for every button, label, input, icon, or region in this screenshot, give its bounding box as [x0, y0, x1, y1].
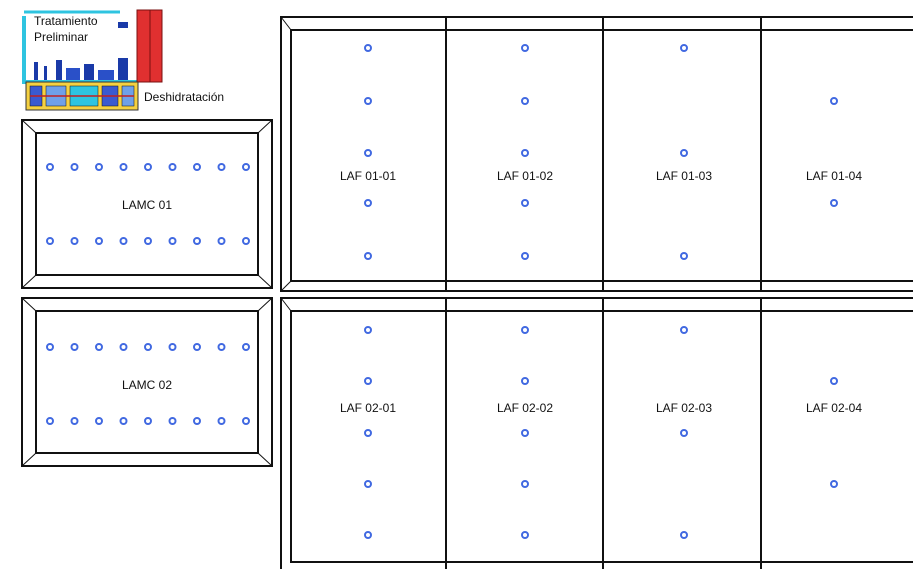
treatment-label-line1: Tratamiento	[34, 14, 98, 28]
sampling-point-icon	[168, 417, 177, 425]
sampling-point-icon	[144, 343, 152, 351]
sampling-point-icon	[70, 343, 79, 351]
sampling-point-icon	[521, 326, 529, 334]
sampling-point-icon	[364, 377, 372, 385]
sampling-point-icon	[521, 97, 529, 105]
sampling-point-icon	[46, 163, 54, 171]
sampling-point-icon	[364, 326, 372, 334]
sampling-point-icon	[364, 531, 372, 539]
sampling-point-icon	[364, 252, 372, 260]
sampling-point-icon	[242, 163, 250, 171]
sampling-point-icon	[217, 343, 226, 351]
laf-label: LAF 02-04	[806, 401, 862, 415]
sampling-point-icon	[830, 97, 838, 105]
treatment-label-line2: Preliminar	[34, 30, 88, 44]
sampling-point-icon	[217, 237, 226, 245]
lamc-points	[46, 343, 250, 425]
sampling-point-icon	[193, 163, 201, 171]
dehydration-label: Deshidratación	[144, 90, 224, 104]
sampling-point-icon	[364, 480, 372, 488]
sampling-point-icon	[144, 163, 152, 171]
sampling-point-icon	[95, 163, 103, 171]
sampling-point-icon	[364, 429, 372, 437]
sampling-point-icon	[168, 343, 177, 351]
sampling-point-icon	[521, 149, 529, 157]
sampling-point-icon	[830, 377, 838, 385]
sampling-point-icon	[364, 97, 372, 105]
sampling-point-icon	[521, 199, 529, 207]
lamc-label: LAMC 01	[122, 198, 172, 212]
sampling-point-icon	[680, 429, 688, 437]
sampling-point-icon	[242, 417, 250, 425]
sampling-point-icon	[521, 531, 529, 539]
lamc-pond: LAMC 02	[21, 297, 273, 467]
sampling-point-icon	[46, 343, 54, 351]
sampling-point-icon	[364, 149, 372, 157]
lamc-points	[46, 163, 250, 245]
lamc-label: LAMC 02	[122, 378, 172, 392]
sampling-point-icon	[680, 326, 688, 334]
preliminary-treatment-area: Tratamiento Preliminar Deshidratación	[22, 9, 224, 111]
sampling-point-icon	[70, 237, 79, 245]
sampling-point-icon	[46, 417, 54, 425]
sampling-point-icon	[119, 163, 128, 171]
sampling-point-icon	[521, 429, 529, 437]
laf-label: LAF 02-02	[497, 401, 553, 415]
sampling-point-icon	[830, 480, 838, 488]
sampling-point-icon	[364, 199, 372, 207]
laf-block-01	[280, 16, 913, 292]
laf-label: LAF 01-01	[340, 169, 396, 183]
sampling-point-icon	[217, 163, 226, 171]
sampling-point-icon	[144, 417, 152, 425]
sampling-point-icon	[830, 199, 838, 207]
treatment-equipment-icon	[29, 22, 135, 107]
sampling-point-icon	[193, 417, 201, 425]
sampling-point-icon	[680, 252, 688, 260]
sampling-point-icon	[521, 252, 529, 260]
laf-label: LAF 02-03	[656, 401, 712, 415]
sampling-point-icon	[95, 343, 103, 351]
sampling-point-icon	[364, 44, 372, 52]
sampling-point-icon	[70, 163, 79, 171]
sampling-point-icon	[521, 377, 529, 385]
lamc-pond: LAMC 01	[21, 119, 273, 289]
sampling-point-icon	[680, 531, 688, 539]
sampling-point-icon	[242, 237, 250, 245]
laf-label: LAF 01-02	[497, 169, 553, 183]
laf-sampling-points	[364, 44, 838, 539]
sampling-point-icon	[521, 480, 529, 488]
laf-label: LAF 02-01	[340, 401, 396, 415]
laf-label: LAF 01-03	[656, 169, 712, 183]
sampling-point-icon	[119, 417, 128, 425]
sampling-point-icon	[242, 343, 250, 351]
sampling-point-icon	[95, 237, 103, 245]
sampling-point-icon	[168, 237, 177, 245]
sampling-point-icon	[521, 44, 529, 52]
sampling-point-icon	[95, 417, 103, 425]
laf-label: LAF 01-04	[806, 169, 862, 183]
sampling-point-icon	[193, 343, 201, 351]
sampling-point-icon	[680, 44, 688, 52]
sampling-point-icon	[119, 237, 128, 245]
sampling-point-icon	[193, 237, 201, 245]
sampling-point-icon	[217, 417, 226, 425]
sampling-point-icon	[119, 343, 128, 351]
laf-block-02	[280, 297, 913, 569]
sampling-point-icon	[168, 163, 177, 171]
sampling-point-icon	[46, 237, 54, 245]
sampling-point-icon	[144, 237, 152, 245]
sampling-point-icon	[70, 417, 79, 425]
sampling-point-icon	[680, 149, 688, 157]
